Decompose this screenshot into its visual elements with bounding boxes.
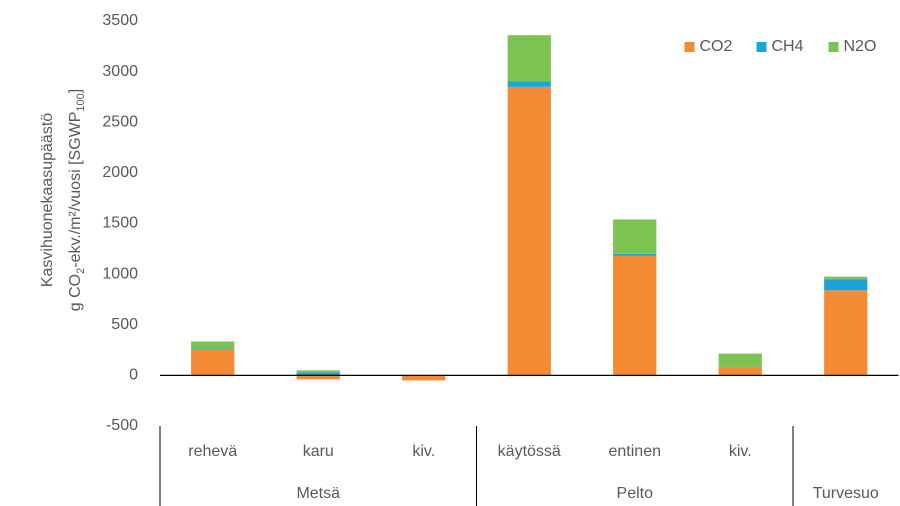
bar-segment	[613, 219, 657, 254]
bar-segment	[718, 366, 762, 368]
y-tick-label: 3500	[102, 12, 138, 29]
y-tick-label: 2500	[102, 113, 138, 130]
bar-segment	[613, 253, 657, 256]
x-tick-label: käytössä	[498, 443, 561, 460]
legend-label: N2O	[844, 38, 877, 55]
bar-segment	[718, 367, 762, 376]
bar-segment	[296, 375, 340, 380]
y-tick-label: 1500	[102, 215, 138, 232]
bar-segment	[191, 341, 235, 349]
y-axis-label-part: 2	[75, 268, 87, 274]
y-axis-label-part: 100	[75, 93, 87, 111]
group-label: Metsä	[296, 485, 340, 502]
x-tick-label: entinen	[609, 443, 662, 460]
legend-swatch	[756, 42, 767, 52]
bar-segment	[507, 35, 551, 82]
legend-swatch	[684, 42, 695, 52]
y-tick-label: -500	[106, 417, 138, 434]
bar-segment	[191, 349, 235, 376]
y-axis-label: g CO2-ekv./m²/vuosi [SGWP100]	[67, 89, 87, 311]
legend-label: CH4	[772, 38, 804, 55]
y-tick-label: 3000	[102, 63, 138, 80]
legend-label: CO2	[700, 38, 733, 55]
x-tick-label: kiv.	[412, 443, 435, 460]
bar-segment	[191, 348, 235, 350]
bar-segment	[296, 372, 340, 376]
y-axis-label-part: g CO	[67, 274, 84, 311]
x-tick-label: karu	[303, 443, 334, 460]
x-tick-label: rehevä	[188, 443, 237, 460]
y-tick-label: 2000	[102, 164, 138, 181]
bar-segment	[613, 255, 657, 376]
bar-segment	[402, 375, 446, 381]
bar-segment	[824, 290, 868, 376]
y-tick-label: 500	[111, 316, 138, 333]
legend-swatch	[828, 42, 839, 52]
bar-segment	[296, 370, 340, 373]
x-tick-label: kiv.	[729, 443, 752, 460]
bar-segment	[824, 276, 868, 280]
bar-segment	[824, 279, 868, 291]
group-label: Pelto	[617, 485, 654, 502]
y-axis-label: Kasvihuonekaasupäästö	[39, 113, 56, 287]
bar-segment	[718, 353, 762, 367]
y-tick-label: 1000	[102, 265, 138, 282]
y-tick-label: 0	[129, 367, 138, 384]
bar-segment	[507, 86, 551, 376]
y-axis-label-part: -ekv./m²/vuosi [SGWP	[67, 112, 84, 268]
group-label: Turvesuo	[813, 485, 879, 502]
bar-segment	[507, 81, 551, 87]
y-axis-label-part: ]	[67, 89, 84, 93]
